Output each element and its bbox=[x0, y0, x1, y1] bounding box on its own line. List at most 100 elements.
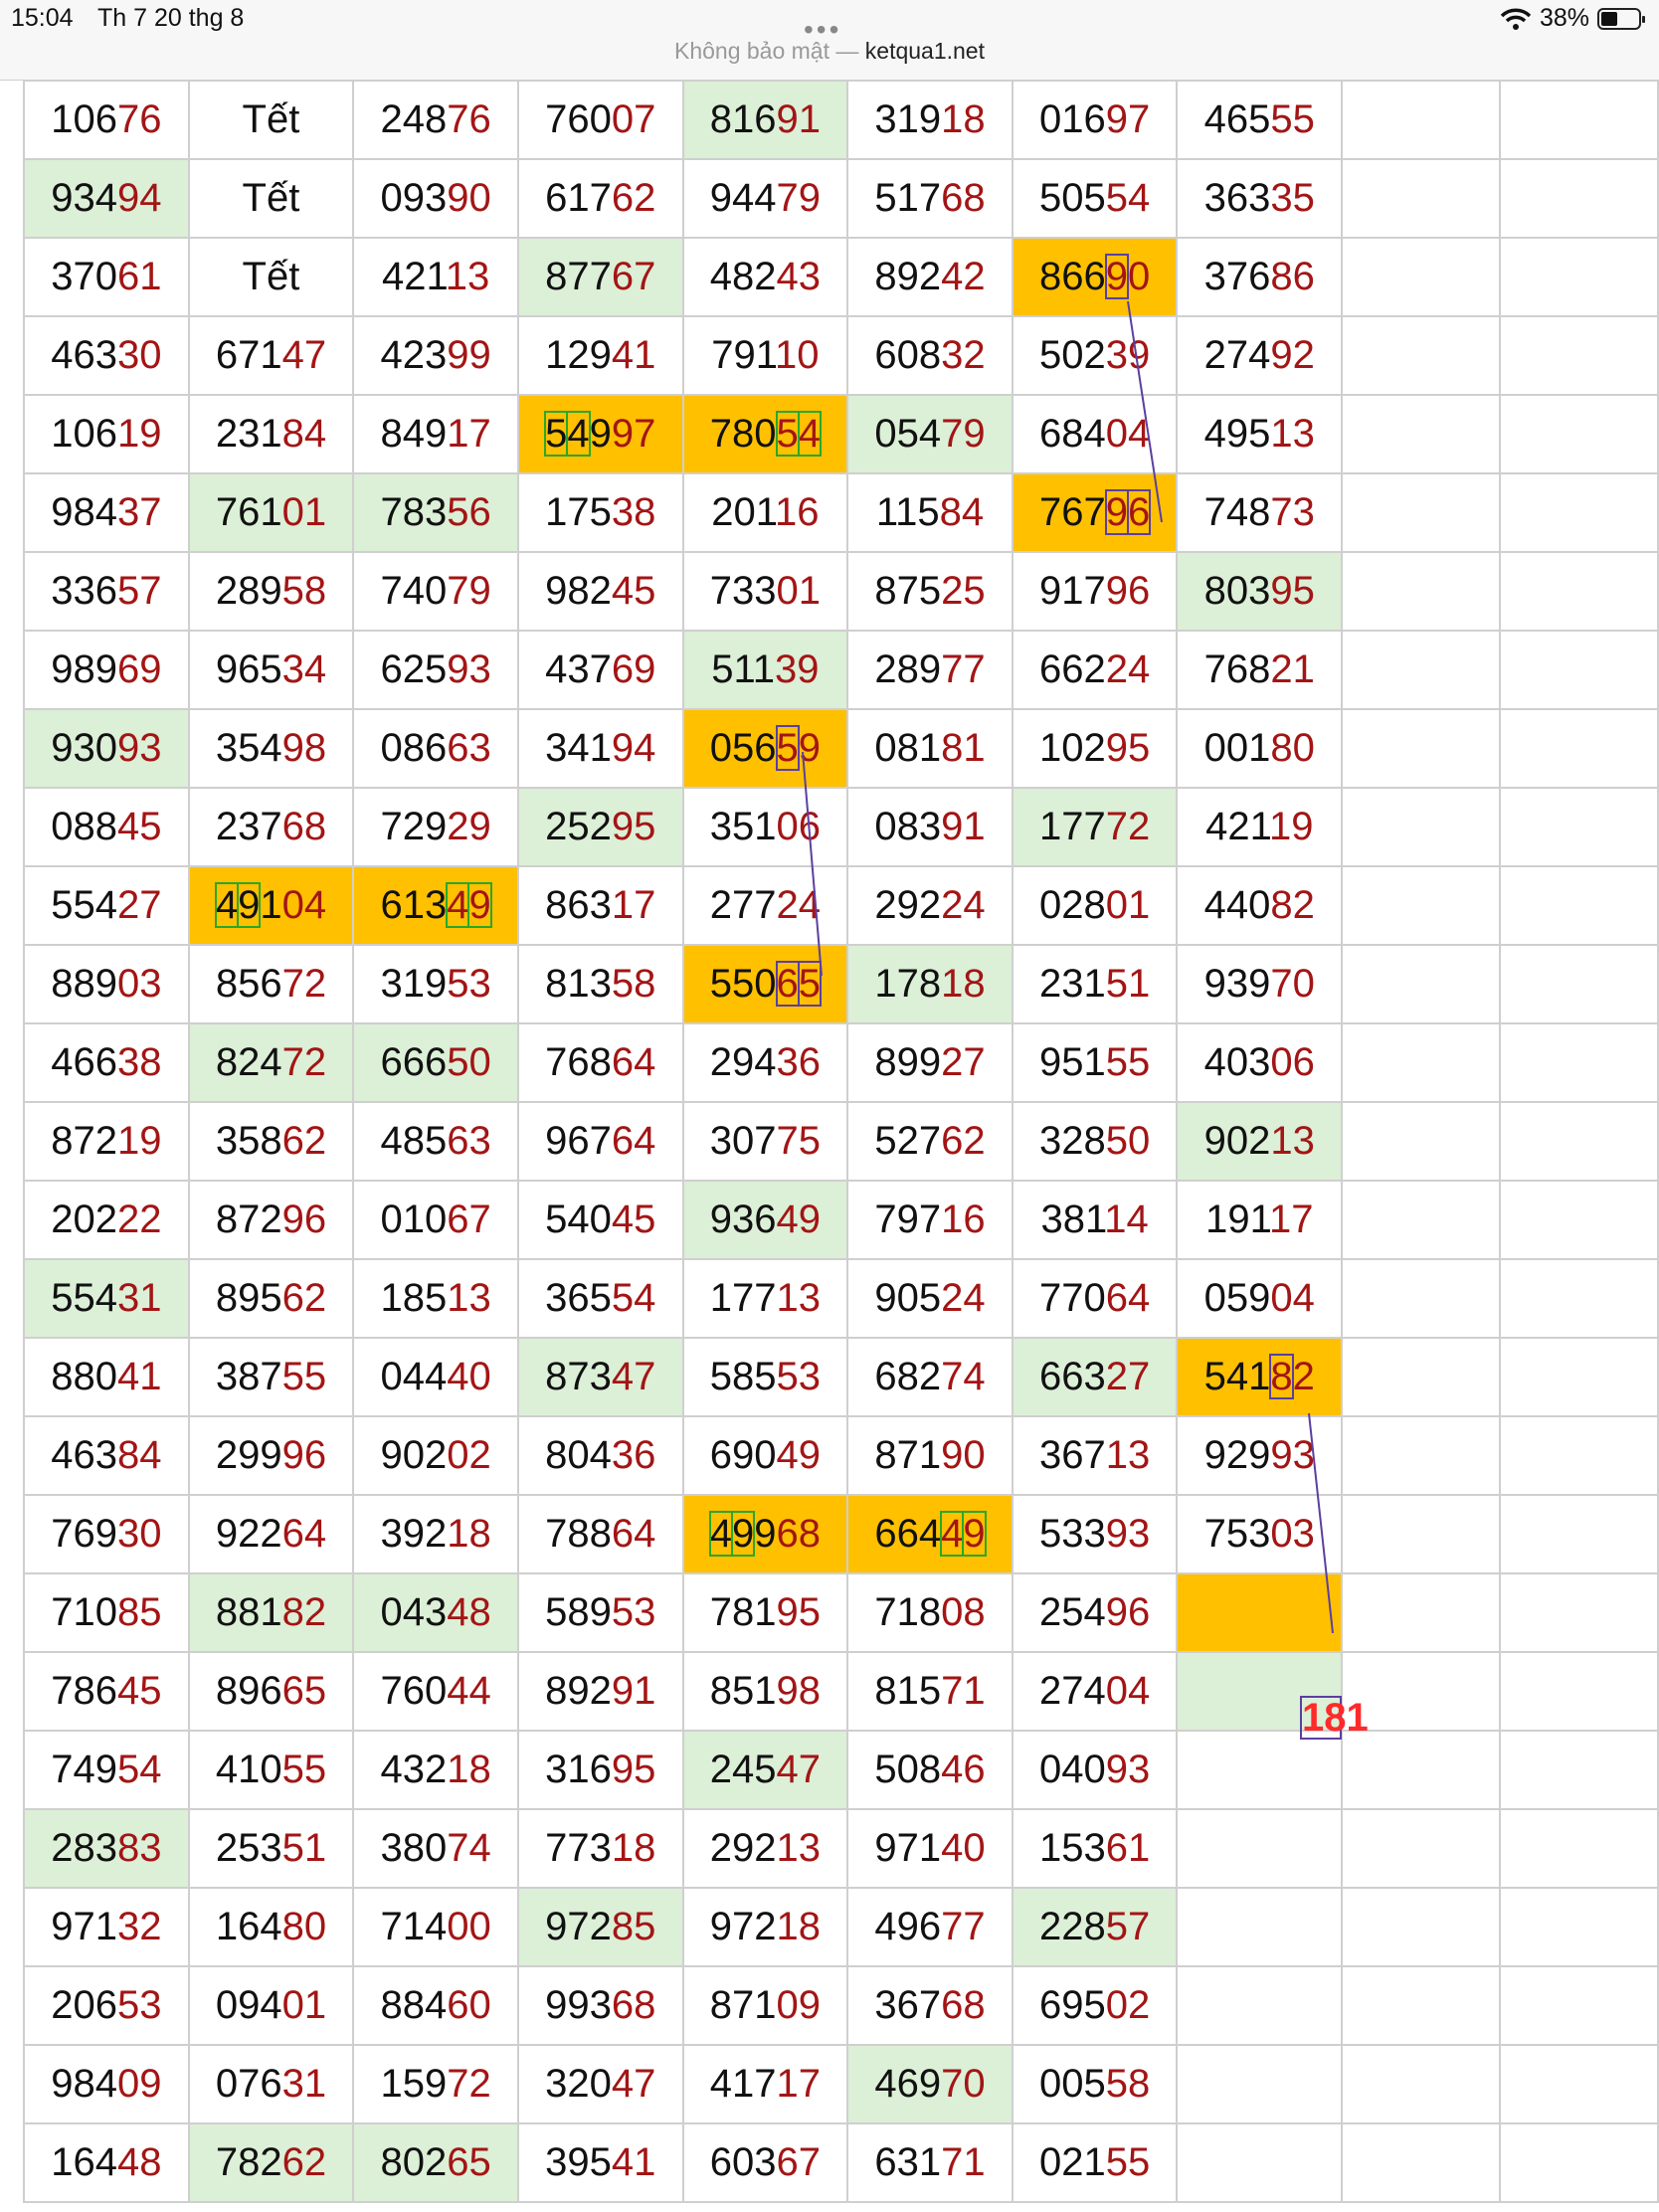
result-cell: 27492 bbox=[1176, 315, 1344, 396]
result-cell: 31953 bbox=[352, 944, 519, 1024]
result-cell: 78195 bbox=[681, 1572, 849, 1653]
empty-cell bbox=[1499, 1494, 1659, 1574]
result-cell: 73301 bbox=[681, 551, 849, 632]
result-cell bbox=[1176, 2122, 1344, 2203]
result-cell: 78356 bbox=[352, 472, 519, 553]
result-cell: 79716 bbox=[846, 1180, 1014, 1260]
result-cell: 93093 bbox=[23, 708, 190, 789]
result-cell: 40306 bbox=[1176, 1022, 1344, 1103]
result-cell: 72929 bbox=[352, 787, 519, 867]
result-cell: 08663 bbox=[352, 708, 519, 789]
result-cell: 98409 bbox=[23, 2044, 190, 2124]
empty-cell bbox=[1499, 1258, 1659, 1339]
result-cell: 23184 bbox=[187, 394, 355, 474]
result-cell: 23151 bbox=[1011, 944, 1179, 1024]
empty-cell bbox=[1341, 315, 1502, 396]
table-row: 46638 82472 66650 76864 29436 89927 95155 40306 bbox=[23, 1022, 1659, 1103]
empty-cell bbox=[1499, 787, 1659, 867]
result-cell: 52762 bbox=[846, 1101, 1014, 1182]
result-cell: 37061 bbox=[23, 237, 190, 317]
result-cell: 28383 bbox=[23, 1808, 190, 1889]
result-cell: 44082 bbox=[1176, 865, 1344, 946]
result-cell: 05659 bbox=[681, 708, 849, 789]
result-cell: 09401 bbox=[187, 1965, 355, 2046]
result-cell: 86690 bbox=[1011, 237, 1179, 317]
result-cell: 43218 bbox=[352, 1730, 519, 1810]
result-cell: 25496 bbox=[1011, 1572, 1179, 1653]
results-table: 10676 Tết 24876 76007 81691 31918 01697 46555 93… bbox=[23, 80, 1659, 2203]
result-cell: 31695 bbox=[516, 1730, 684, 1810]
result-cell: 25295 bbox=[516, 787, 684, 867]
table-row: 78645 89665 76044 89291 85198 81571 27404 bbox=[23, 1651, 1659, 1732]
table-row: 46330 67147 42399 12941 79110 60832 50239 27492 bbox=[23, 315, 1659, 396]
result-cell: 77064 bbox=[1011, 1258, 1179, 1339]
result-cell: 76821 bbox=[1176, 630, 1344, 710]
result-cell: 29224 bbox=[846, 865, 1014, 946]
empty-cell bbox=[1499, 1572, 1659, 1653]
result-cell: 87525 bbox=[846, 551, 1014, 632]
result-cell: Tết bbox=[187, 158, 355, 239]
result-cell: 02801 bbox=[1011, 865, 1179, 946]
result-cell bbox=[1176, 1572, 1344, 1653]
result-cell: 29996 bbox=[187, 1415, 355, 1496]
result-cell: 60832 bbox=[846, 315, 1014, 396]
empty-cell bbox=[1341, 1180, 1502, 1260]
empty-cell bbox=[1499, 1022, 1659, 1103]
empty-cell bbox=[1499, 1337, 1659, 1417]
result-cell: 88041 bbox=[23, 1337, 190, 1417]
result-cell: 74954 bbox=[23, 1730, 190, 1810]
more-dots-icon[interactable]: ••• bbox=[804, 14, 842, 45]
result-cell: 60367 bbox=[681, 2122, 849, 2203]
table-row: 87219 35862 48563 96764 30775 52762 32850 90213 bbox=[23, 1101, 1659, 1182]
empty-cell bbox=[1499, 237, 1659, 317]
table-row: 10619 23184 84917 54997 78054 05479 68404 49513 bbox=[23, 394, 1659, 474]
table-row: 28383 25351 38074 77318 29213 97140 15361 bbox=[23, 1808, 1659, 1889]
table-row: 97132 16480 71400 97285 97218 49677 22857 bbox=[23, 1887, 1659, 1967]
address-bar[interactable]: Không bảo mật — ketqua1.net bbox=[0, 38, 1659, 65]
empty-cell bbox=[1341, 1337, 1502, 1417]
result-cell: 86317 bbox=[516, 865, 684, 946]
empty-cell bbox=[1341, 1730, 1502, 1810]
empty-cell bbox=[1499, 1180, 1659, 1260]
result-cell: 38074 bbox=[352, 1808, 519, 1889]
table-row: 20222 87296 01067 54045 93649 79716 38114 19117 bbox=[23, 1180, 1659, 1260]
empty-cell bbox=[1499, 551, 1659, 632]
empty-cell bbox=[1499, 708, 1659, 789]
result-cell: 63171 bbox=[846, 2122, 1014, 2203]
result-cell: 42399 bbox=[352, 315, 519, 396]
result-cell: 68404 bbox=[1011, 394, 1179, 474]
result-cell: 88903 bbox=[23, 944, 190, 1024]
result-cell: 71808 bbox=[846, 1572, 1014, 1653]
empty-cell bbox=[1499, 472, 1659, 553]
result-cell: 32047 bbox=[516, 2044, 684, 2124]
result-cell: 78645 bbox=[23, 1651, 190, 1732]
result-cell: 62593 bbox=[352, 630, 519, 710]
empty-cell bbox=[1499, 865, 1659, 946]
result-cell: 78864 bbox=[516, 1494, 684, 1574]
result-cell: 76864 bbox=[516, 1022, 684, 1103]
result-cell: 04093 bbox=[1011, 1730, 1179, 1810]
result-cell: 89562 bbox=[187, 1258, 355, 1339]
result-cell: 51768 bbox=[846, 158, 1014, 239]
result-cell: 42119 bbox=[1176, 787, 1344, 867]
battery-percent: 38% bbox=[1540, 4, 1590, 32]
empty-cell bbox=[1341, 237, 1502, 317]
result-cell: 42113 bbox=[352, 237, 519, 317]
table-row: 08845 23768 72929 25295 35106 08391 17772 42119 bbox=[23, 787, 1659, 867]
result-cell: 38114 bbox=[1011, 1180, 1179, 1260]
result-cell: 87219 bbox=[23, 1101, 190, 1182]
result-cell: 11584 bbox=[846, 472, 1014, 553]
result-cell: 91796 bbox=[1011, 551, 1179, 632]
result-cell: 68274 bbox=[846, 1337, 1014, 1417]
result-cell: 00558 bbox=[1011, 2044, 1179, 2124]
result-cell: 17713 bbox=[681, 1258, 849, 1339]
empty-cell bbox=[1341, 394, 1502, 474]
result-cell: 76044 bbox=[352, 1651, 519, 1732]
result-cell bbox=[1176, 1965, 1344, 2046]
result-cell: 15361 bbox=[1011, 1808, 1179, 1889]
result-cell: 43769 bbox=[516, 630, 684, 710]
empty-cell bbox=[1341, 1651, 1502, 1732]
empty-cell bbox=[1341, 630, 1502, 710]
empty-cell bbox=[1341, 551, 1502, 632]
table-row: 98969 96534 62593 43769 51139 28977 66224 76821 bbox=[23, 630, 1659, 710]
